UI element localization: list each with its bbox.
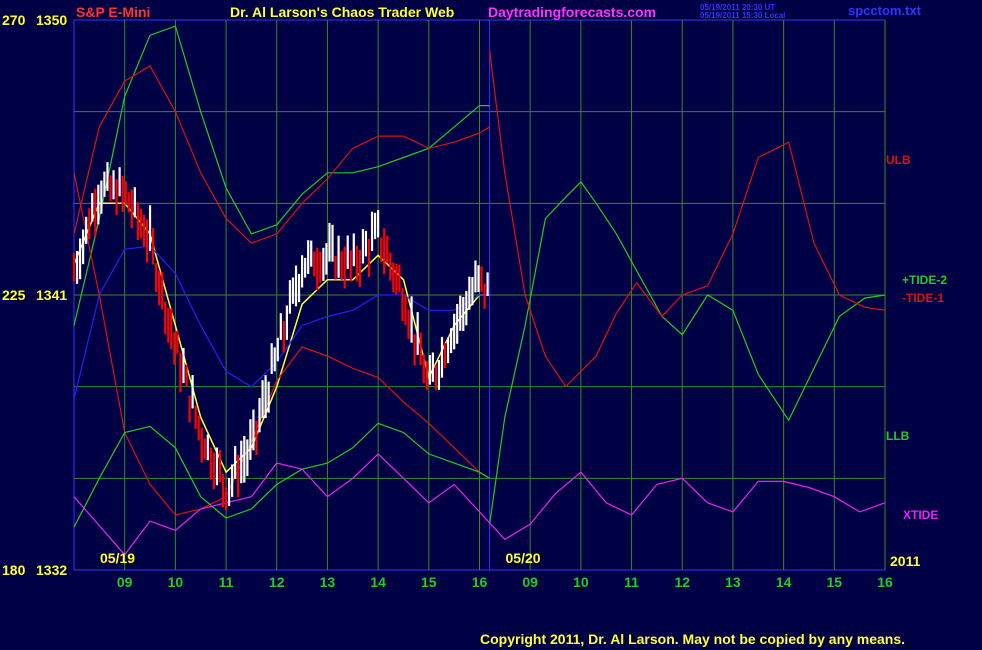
red-upper [73,64,490,244]
file-name: spcctom.txt [848,3,922,18]
x-axis-labels: 09 10 11 12 13 14 15 16 09 10 11 12 13 14 15 16 05/19 05/… [100,550,921,590]
timestamp-ut: 05/19/2011 20:30 UT [700,3,775,12]
x-tick-label: 14 [370,574,386,590]
x-tick-label: 10 [573,574,589,590]
y-label-outer: 180 [2,562,26,578]
y-label-outer: 225 [2,287,26,303]
y-label-inner: 1350 [36,12,67,28]
x-tick-label: 13 [320,574,336,590]
x-tick-label: 14 [776,574,792,590]
page-title: Dr. Al Larson's Chaos Trader Web [230,4,454,20]
date-label: 05/20 [506,550,541,566]
x-tick-label: 10 [168,574,184,590]
series-layer [73,25,886,556]
x-tick-label: 15 [421,574,437,590]
green-lower [73,422,490,528]
timestamp-local: 05/19/2011 15:30 Local [700,11,785,20]
x-tick-label: 11 [219,574,234,590]
series-label: LLB [886,429,910,443]
xtide-line [73,453,886,556]
series-label: -TIDE-1 [902,291,944,305]
x-tick-label: 09 [522,574,538,590]
series-labels: ULB +TIDE-2 -TIDE-1 LLB XTIDE [886,153,947,522]
x-tick-label: 16 [472,574,488,590]
x-tick-label: 13 [725,574,741,590]
x-tick-label: 16 [877,574,893,590]
red-lower [73,172,490,516]
series-label: +TIDE-2 [902,273,947,287]
site-link[interactable]: Daytradingforecasts.com [488,4,656,20]
blue-line [73,245,490,400]
y-label-inner: 1341 [36,287,67,303]
x-tick-label: 12 [674,574,690,590]
y-label-outer: 270 [2,12,26,28]
y-axis-labels: 270 1350 225 1341 180 1332 [2,12,67,578]
green-upper [73,25,490,326]
date-label: 05/19 [100,550,135,566]
price-bars [72,162,489,510]
copyright: Copyright 2011, Dr. Al Larson. May not b… [480,631,905,647]
x-tick-label: 09 [117,574,133,590]
year-label: 2011 [890,553,921,569]
red-forecast [489,50,886,388]
y-label-inner: 1332 [36,562,67,578]
series-label: XTIDE [903,508,938,522]
symbol-label: S&P E-Mini [76,4,150,20]
x-tick-label: 11 [624,574,639,590]
x-tick-label: 15 [827,574,843,590]
series-label: ULB [886,153,911,167]
x-tick-label: 12 [269,574,285,590]
